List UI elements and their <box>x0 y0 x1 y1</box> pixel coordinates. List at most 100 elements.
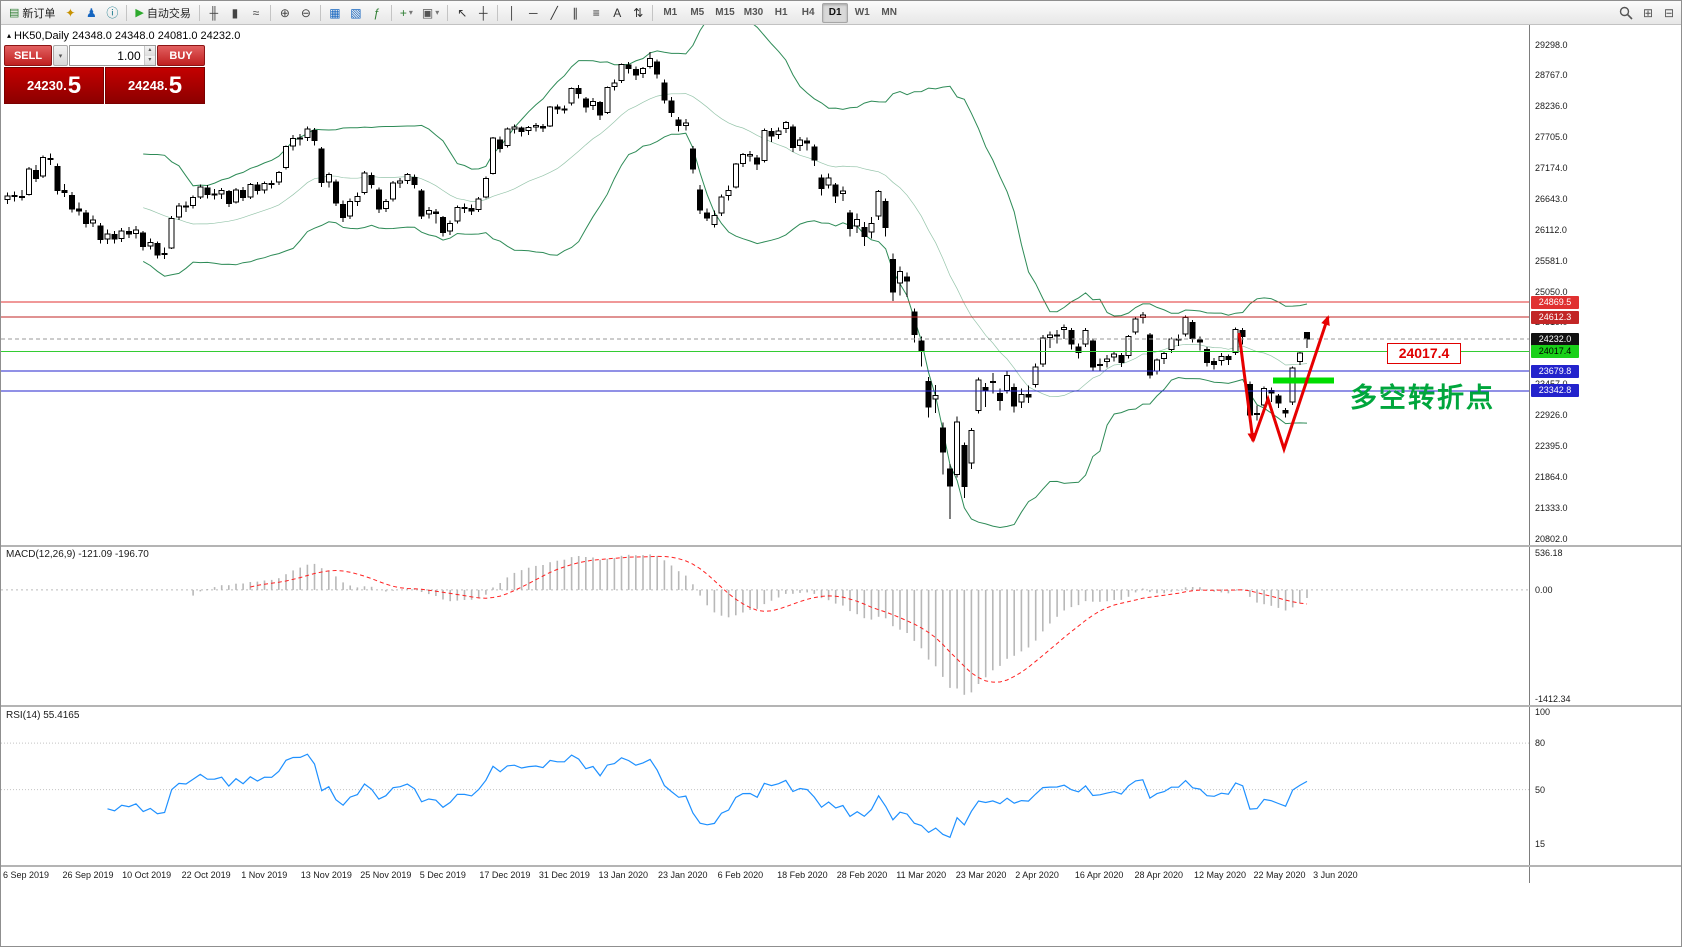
rsi-panel-canvas[interactable] <box>1 707 1529 865</box>
candle <box>332 179 339 207</box>
sell-price-display[interactable]: 24230. 5 <box>4 67 104 104</box>
rsi-line <box>107 753 1308 839</box>
candle <box>961 442 968 498</box>
fibonacci-tool-icon[interactable]: ≡ <box>592 5 600 20</box>
price-axis-label: 21864.0 <box>1535 471 1568 482</box>
new-chart-icon[interactable]: + ▾ <box>399 5 413 20</box>
toolbar-separator <box>319 4 321 21</box>
candle <box>418 189 425 219</box>
candle <box>711 210 718 228</box>
panel-separator[interactable] <box>1 545 1681 547</box>
buy-button[interactable]: BUY <box>157 45 205 66</box>
drawn-arrow-down[interactable] <box>1237 332 1257 443</box>
macd-panel-canvas[interactable] <box>1 547 1529 705</box>
candle <box>1225 354 1232 365</box>
candle <box>732 163 739 189</box>
new-order-icon: ▤ <box>9 7 20 19</box>
timeframe-w1[interactable]: W1 <box>854 7 870 18</box>
candle <box>839 186 846 201</box>
tile-windows-icon[interactable]: ▦ <box>329 5 341 20</box>
vertical-line-tool-icon[interactable]: │ <box>508 5 517 20</box>
candle <box>575 85 582 99</box>
time-axis-label: 13 Jan 2020 <box>598 870 649 880</box>
price-chart-canvas[interactable] <box>1 25 1529 545</box>
volume-decrease-button[interactable]: ▾ <box>144 55 155 65</box>
chart-marker-icon: ▴ <box>7 31 12 40</box>
candle <box>968 428 975 469</box>
zoom-out-icon[interactable]: ⊖ <box>300 5 311 20</box>
candle <box>889 253 896 301</box>
candle <box>511 124 518 134</box>
horizontal-line-tool-icon[interactable]: ─ <box>529 5 538 20</box>
candle <box>904 272 911 297</box>
candle <box>318 146 325 187</box>
candle <box>382 199 389 212</box>
candle <box>1082 328 1089 347</box>
volume-input[interactable] <box>70 46 144 65</box>
time-axis[interactable]: 6 Sep 2019 26 Sep 2019 10 Oct 2019 22 Oct 2… <box>1 867 1529 883</box>
cursor-icon[interactable]: ↖ <box>457 5 468 20</box>
candle <box>632 66 639 80</box>
candle <box>640 67 646 79</box>
zoom-in-icon[interactable]: ⊕ <box>279 5 290 20</box>
macd-axis-label: 0.00 <box>1535 584 1553 595</box>
candle <box>204 185 211 199</box>
toolbar-separator <box>198 4 200 21</box>
timeframe-d1[interactable]: D1 <box>822 2 849 23</box>
timeframe-h1[interactable]: H1 <box>774 7 788 18</box>
time-axis-label: 18 Feb 2020 <box>777 870 828 880</box>
buy-price-display[interactable]: 24248. 5 <box>105 67 205 104</box>
text-tool-icon[interactable]: A <box>613 5 622 20</box>
new-order-button[interactable]: ▤ 新订单 <box>5 3 59 23</box>
cascade-windows-icon[interactable]: ▧ <box>350 5 362 20</box>
candle <box>275 171 282 186</box>
channel-tool-icon[interactable]: ∥ <box>572 5 579 20</box>
candle <box>233 188 239 204</box>
macd-signal-line <box>250 555 1308 683</box>
price-axis-badge: 23679.8 <box>1531 364 1579 378</box>
timeframe-mn[interactable]: MN <box>881 7 897 18</box>
crosshair-icon[interactable]: ┼ <box>479 5 488 20</box>
turning-point-annotation[interactable]: 多空转折点 <box>1350 383 1495 413</box>
candle <box>354 192 361 207</box>
candle <box>1139 311 1146 324</box>
market-watch-icon[interactable]: ♟ <box>86 5 97 20</box>
toolbar-separator <box>269 4 271 21</box>
panel-separator[interactable] <box>1 705 1681 707</box>
candle <box>290 135 297 151</box>
help-info-icon[interactable]: ⓘ <box>106 6 119 20</box>
candle <box>739 153 746 168</box>
candlestick-mode-icon[interactable]: ▮ <box>231 5 239 20</box>
line-chart-mode-icon[interactable]: ≈ <box>252 5 260 20</box>
profiles-icon[interactable]: ▣ ▾ <box>421 5 440 20</box>
toolbar-separator <box>126 4 128 21</box>
autotrading-button[interactable]: ▶ 自动交易 <box>131 3 194 23</box>
bar-chart-mode-icon[interactable]: ╫ <box>209 5 219 20</box>
candle <box>183 201 189 212</box>
indicators-icon[interactable]: ƒ <box>373 5 381 20</box>
candles-layer <box>4 52 1310 519</box>
candle <box>247 182 254 200</box>
panel-separator[interactable] <box>1 865 1681 867</box>
timeframe-m1[interactable]: M1 <box>663 7 678 18</box>
timeframe-m15[interactable]: M15 <box>715 7 735 18</box>
wizard-icon[interactable]: ✦ <box>65 5 76 20</box>
price-axis[interactable]: 29298.0 28767.0 28236.0 27705.0 27174.0 26643… <box>1529 25 1681 883</box>
search-icon[interactable] <box>1615 3 1637 23</box>
drawn-arrow-up[interactable] <box>1251 315 1330 454</box>
arrows-tool-icon[interactable]: ⇅ <box>633 5 644 20</box>
volume-dropdown-button[interactable]: ▾ <box>53 45 68 66</box>
float-window-icon[interactable]: ⊟ <box>1663 5 1675 20</box>
candle <box>304 126 311 141</box>
timeframe-m5[interactable]: M5 <box>690 7 705 18</box>
sell-button[interactable]: SELL <box>4 45 52 66</box>
price-callout-label[interactable]: 24017.4 <box>1387 343 1461 364</box>
trendline-tool-icon[interactable]: ╱ <box>550 5 558 20</box>
timeframe-h4[interactable]: H4 <box>801 7 815 18</box>
sell-price-main: 24230. <box>26 78 67 93</box>
macd-indicator-label: MACD(12,26,9) -121.09 -196.70 <box>6 549 149 560</box>
candle <box>697 185 704 215</box>
dock-window-icon[interactable]: ⊞ <box>1642 5 1654 20</box>
timeframe-m30[interactable]: M30 <box>743 7 764 18</box>
volume-increase-button[interactable]: ▴ <box>144 46 155 56</box>
